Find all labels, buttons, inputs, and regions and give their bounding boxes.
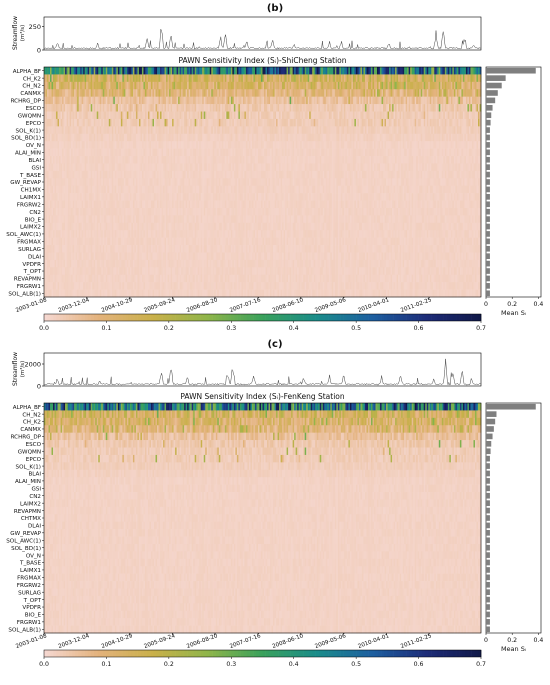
heatmap-row: [44, 104, 481, 112]
param-label: CH_N2: [22, 84, 41, 90]
heatmap-row: [44, 141, 481, 149]
param-label: ALAI_MIN: [15, 151, 41, 157]
heatmap-row: [44, 149, 481, 157]
param-label: CANMX: [20, 91, 41, 97]
param-label: ALPHA_BF: [13, 69, 41, 75]
heatmap-row: [44, 67, 481, 75]
param-label: CH1MX: [21, 188, 41, 194]
param-label: RCHRG_DP: [11, 99, 42, 105]
param-label: SOL_BD(1): [11, 136, 41, 142]
heatmap-row: [44, 134, 481, 142]
param-label: EPCO: [26, 121, 42, 127]
heatmap-row: [44, 186, 481, 194]
panel-shicheng: (b) 0 250 Streamflow(m³/s) PAWN Sensitivity …: [6, 3, 543, 332]
streamflow-ytick-label: 0: [37, 47, 41, 55]
heatmap-row: [44, 112, 481, 120]
heatmap-row: [44, 82, 481, 90]
streamflow-line: [44, 29, 481, 49]
param-label: OV_N: [26, 143, 41, 149]
streamflow-ytick-label: 250: [29, 23, 41, 31]
streamflow-ylabel: Streamflow: [12, 16, 19, 50]
heatmap-row: [44, 119, 481, 127]
heatmap-row: [44, 163, 481, 171]
param-label: T_BASE: [19, 173, 41, 179]
param-label: GSI: [31, 165, 41, 171]
heatmap-row: [44, 97, 481, 105]
heatmap-row: [44, 171, 481, 179]
param-label: SOL_K(1): [16, 128, 41, 134]
heatmap-row: [44, 89, 481, 97]
heatmap-row: [44, 193, 481, 201]
param-label: CH_K2: [23, 76, 41, 82]
param-label: GWQMN: [18, 113, 41, 119]
panel-label: (b): [267, 3, 283, 14]
heatmap-row: [44, 178, 481, 186]
heatmap-row: [44, 74, 481, 82]
streamflow-frame: [44, 17, 481, 50]
heatmap-title: PAWN Sensitivity Index (Sᵢ)-ShiCheng Sta…: [178, 56, 346, 65]
param-label: GW_REVAP: [10, 180, 41, 186]
param-label: ESCO: [26, 106, 42, 112]
heatmap-row: [44, 156, 481, 164]
streamflow-plot: 0 250 Streamflow(m³/s): [12, 16, 481, 55]
streamflow-yunit: (m³/s): [19, 25, 26, 42]
heatmap-row: [44, 126, 481, 134]
param-label: BLAI: [28, 158, 41, 164]
